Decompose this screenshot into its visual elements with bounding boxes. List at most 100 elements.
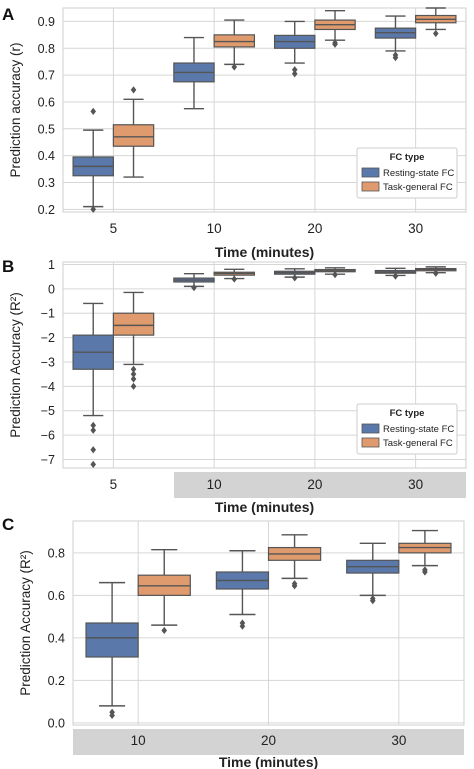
- box-resting-20: [215, 550, 270, 630]
- outlier-point: [231, 275, 238, 283]
- legend: FC type Resting-state FC Task-general FC: [356, 147, 458, 199]
- ytick-label: −1: [41, 307, 55, 321]
- ytick-label: −6: [41, 429, 55, 443]
- outlier-point: [130, 365, 137, 373]
- ytick-label: 0.2: [48, 674, 65, 688]
- yaxis-label: Prediction accuracy (r): [8, 42, 23, 177]
- yaxis-label: Prediction Accuracy (R²): [18, 550, 33, 696]
- outlier-point: [191, 283, 197, 292]
- xtick-label: 10: [131, 733, 146, 748]
- box-resting-30: [374, 267, 417, 280]
- yaxis-label: Prediction Accuracy (R²): [8, 292, 23, 438]
- xaxis-label: Time (minutes): [215, 244, 314, 260]
- legend-box: [356, 147, 458, 199]
- box-resting-5: [72, 302, 114, 468]
- xaxis-label: Time (minutes): [219, 754, 318, 769]
- ytick-label: 0.2: [38, 203, 55, 217]
- outlier-point: [369, 597, 376, 605]
- ytick-label: 1: [48, 258, 55, 272]
- box-task-5: [112, 86, 155, 178]
- box-task-5: [112, 291, 155, 390]
- outlier-point: [90, 107, 97, 115]
- ytick-label: −3: [41, 355, 55, 369]
- box-resting-30: [346, 542, 400, 605]
- panel-letter: A: [2, 5, 14, 24]
- legend-title: FC type: [390, 152, 425, 163]
- box-resting-10: [173, 36, 215, 110]
- xaxis-shaded-band: [174, 472, 466, 498]
- legend-label: Task-general FC: [383, 182, 453, 193]
- xtick-label: 20: [307, 221, 322, 236]
- box-resting-20: [273, 20, 316, 78]
- xtick-label: 20: [307, 477, 322, 492]
- legend-swatch: [361, 423, 380, 434]
- box-task-10: [213, 268, 256, 283]
- xtick-label: 10: [207, 221, 222, 236]
- ytick-label: 0.3: [38, 176, 55, 190]
- outlier-point: [291, 66, 298, 74]
- box-resting-30: [374, 15, 417, 62]
- xtick-label: 30: [408, 221, 423, 236]
- outlier-point: [130, 370, 137, 378]
- box-resting-20: [273, 268, 316, 282]
- legend: FC type Resting-state FC Task-general FC: [356, 403, 458, 455]
- legend-swatch: [361, 167, 380, 178]
- chart-panel-a: 0.2 0.3 0.4 0.5 0.6 0.7 0.8 0.9 5 10 20 30 Time (min…: [2, 5, 467, 260]
- legend-title: FC type: [390, 408, 425, 419]
- ytick-label: 0.5: [38, 122, 55, 136]
- box-iqr: [112, 124, 155, 147]
- outlier-point: [90, 205, 97, 213]
- outlier-point: [130, 375, 137, 383]
- outlier-point: [432, 269, 439, 277]
- box-task-20: [314, 267, 356, 279]
- xtick-label: 30: [391, 733, 406, 748]
- panel-letter: B: [2, 257, 14, 276]
- ytick-label: 0.6: [48, 589, 65, 603]
- ytick-label: −5: [41, 404, 55, 418]
- legend-swatch: [361, 181, 380, 192]
- outlier-point: [109, 711, 115, 720]
- outlier-point: [332, 271, 338, 279]
- ytick-label: −2: [41, 331, 55, 345]
- xtick-label: 10: [207, 477, 222, 492]
- ytick-label: 0.8: [48, 546, 65, 560]
- xaxis-shaded-band: [73, 729, 464, 755]
- chart-panel-c: 0.0 0.2 0.4 0.6 0.8 10 20 30 Time (minutes) Predi…: [2, 515, 465, 769]
- ytick-label: 0.0: [48, 716, 65, 730]
- legend-box: [356, 403, 458, 455]
- xtick-label: 20: [261, 733, 276, 748]
- box-resting-10: [173, 273, 215, 292]
- legend-label: Task-general FC: [383, 438, 453, 449]
- box-task-30: [415, 7, 457, 38]
- box-task-10: [213, 19, 256, 71]
- box-iqr: [112, 312, 155, 336]
- outlier-point: [291, 582, 298, 590]
- outlier-point: [239, 622, 246, 630]
- legend-swatch: [361, 437, 380, 448]
- outlier-point: [90, 460, 97, 468]
- outlier-point: [422, 568, 428, 576]
- xtick-label: 30: [408, 477, 423, 492]
- outlier-point: [392, 272, 399, 280]
- ytick-label: −4: [41, 380, 55, 394]
- box-iqr: [85, 622, 139, 658]
- legend-label: Resting-state FC: [383, 168, 454, 179]
- panel-letter: C: [2, 515, 14, 534]
- box-resting-10: [85, 581, 139, 720]
- xtick-label: 5: [110, 221, 118, 236]
- outlier-point: [130, 86, 137, 94]
- ytick-label: 0.4: [48, 631, 65, 645]
- box-task-20: [314, 9, 356, 48]
- outlier-point: [90, 421, 97, 429]
- ytick-label: −7: [41, 453, 55, 467]
- outlier-point: [161, 626, 168, 635]
- outlier-point: [291, 70, 298, 78]
- outlier-point: [332, 39, 338, 47]
- outlier-point: [130, 382, 137, 390]
- box-resting-5: [72, 107, 114, 213]
- legend-label: Resting-state FC: [383, 424, 454, 435]
- outlier-point: [432, 29, 439, 38]
- ytick-label: 0.9: [38, 15, 55, 29]
- box-task-20: [267, 534, 322, 590]
